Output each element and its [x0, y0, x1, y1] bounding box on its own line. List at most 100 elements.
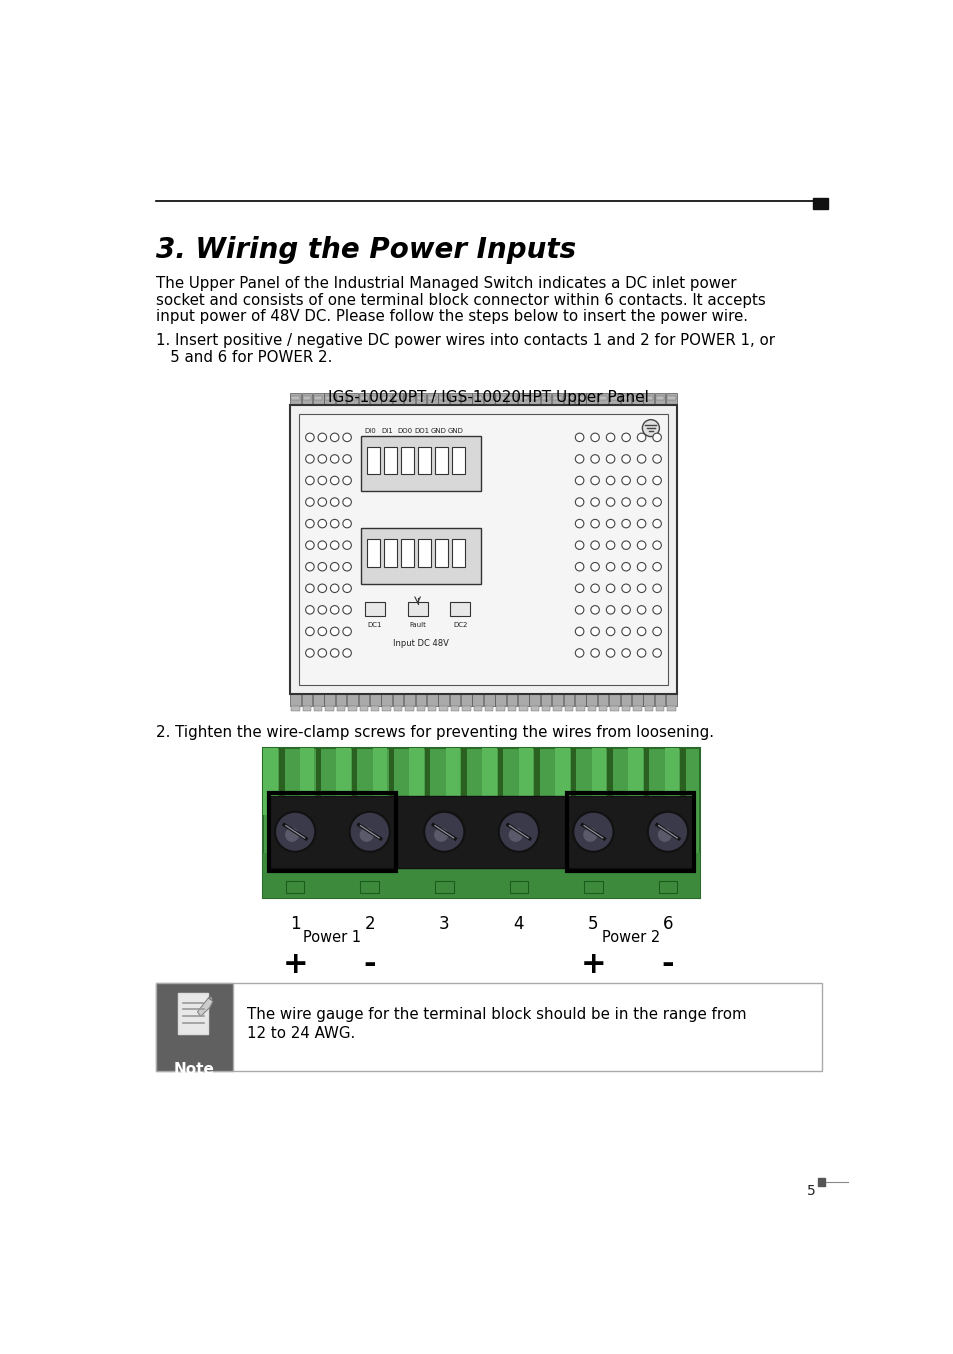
Circle shape [342, 627, 351, 635]
Bar [598, 393, 608, 405]
Circle shape [637, 649, 645, 657]
Bar [586, 693, 597, 705]
Bar [298, 414, 667, 685]
Bar [435, 539, 447, 567]
Text: GND: GND [430, 428, 446, 435]
Text: DO0: DO0 [396, 428, 412, 435]
Circle shape [305, 433, 314, 441]
Bar [553, 705, 561, 711]
Circle shape [652, 627, 660, 635]
Circle shape [317, 433, 326, 441]
Ellipse shape [349, 812, 390, 852]
Bar [437, 393, 449, 405]
Bar [404, 393, 415, 405]
Bar [371, 705, 379, 711]
Bar [365, 603, 385, 616]
Text: Input DC 48V: Input DC 48V [393, 639, 449, 649]
Text: DO1: DO1 [414, 428, 429, 435]
Bar [495, 693, 505, 705]
Circle shape [317, 605, 326, 615]
Circle shape [330, 433, 338, 441]
Bar [667, 705, 675, 711]
Bar [484, 395, 493, 401]
Text: Note: Note [173, 1062, 214, 1076]
Text: Power 1: Power 1 [303, 930, 361, 945]
Circle shape [652, 542, 660, 550]
Bar [529, 393, 539, 405]
Circle shape [330, 455, 338, 463]
Bar [358, 393, 369, 405]
Circle shape [590, 605, 598, 615]
Circle shape [330, 562, 338, 571]
Bar [518, 747, 533, 815]
Bar [620, 693, 631, 705]
Text: 3: 3 [438, 915, 449, 933]
Bar [654, 693, 665, 705]
Bar [416, 393, 426, 405]
Bar [452, 447, 464, 474]
Circle shape [606, 498, 615, 506]
Circle shape [575, 542, 583, 550]
Ellipse shape [434, 827, 448, 842]
Bar [269, 792, 395, 871]
Bar [418, 539, 431, 567]
Circle shape [637, 562, 645, 571]
Bar [314, 395, 322, 401]
Bar [325, 705, 334, 711]
Circle shape [317, 562, 326, 571]
Polygon shape [197, 998, 213, 1017]
Circle shape [621, 520, 630, 528]
Text: -: - [661, 951, 674, 979]
Bar [424, 747, 430, 815]
Circle shape [330, 627, 338, 635]
Bar [621, 705, 629, 711]
Bar [262, 747, 700, 898]
Bar [496, 705, 504, 711]
Circle shape [342, 520, 351, 528]
Ellipse shape [573, 812, 613, 852]
Bar [665, 393, 676, 405]
Circle shape [317, 477, 326, 485]
Bar [552, 393, 562, 405]
Circle shape [575, 562, 583, 571]
Text: 5 and 6 for POWER 2.: 5 and 6 for POWER 2. [155, 349, 332, 364]
Circle shape [590, 627, 598, 635]
Bar [324, 693, 335, 705]
Circle shape [641, 420, 659, 436]
Circle shape [330, 520, 338, 528]
Bar [496, 395, 504, 401]
Bar [286, 881, 304, 894]
Bar [665, 693, 676, 705]
Bar [812, 198, 827, 209]
Bar [563, 393, 574, 405]
Bar [450, 603, 470, 616]
Bar [290, 393, 300, 405]
Circle shape [606, 542, 615, 550]
Bar [598, 693, 608, 705]
Polygon shape [208, 997, 213, 1001]
Circle shape [575, 520, 583, 528]
Circle shape [606, 649, 615, 657]
Circle shape [621, 605, 630, 615]
Bar [437, 693, 449, 705]
Bar [435, 447, 447, 474]
Text: input power of 48V DC. Please follow the steps below to insert the power wire.: input power of 48V DC. Please follow the… [155, 309, 747, 324]
Bar [644, 705, 652, 711]
Bar [633, 705, 640, 711]
Bar [314, 705, 322, 711]
Circle shape [621, 455, 630, 463]
Bar [566, 792, 694, 871]
Bar [409, 747, 423, 815]
Bar [540, 393, 551, 405]
Bar [633, 395, 640, 401]
Bar [445, 747, 460, 815]
Bar [263, 747, 277, 815]
Bar [507, 395, 516, 401]
Circle shape [305, 584, 314, 593]
Circle shape [575, 584, 583, 593]
Text: 3. Wiring the Power Inputs: 3. Wiring the Power Inputs [155, 236, 576, 264]
Circle shape [305, 520, 314, 528]
Bar [632, 693, 642, 705]
Bar [394, 705, 402, 711]
Bar [576, 705, 584, 711]
